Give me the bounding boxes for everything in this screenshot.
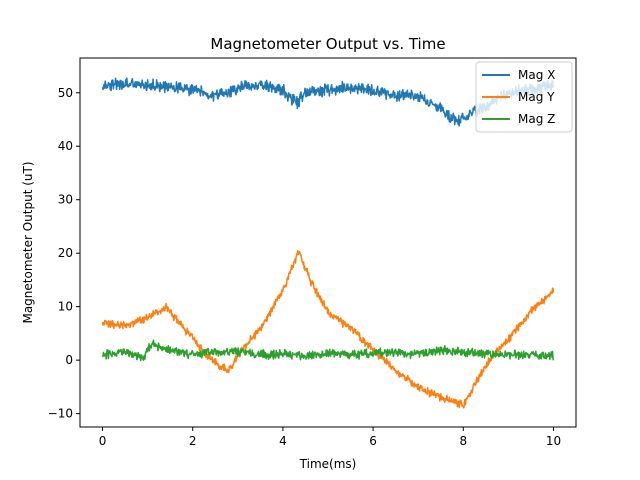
x-tick-label: 4	[279, 434, 287, 448]
series-line-mag-z	[101, 339, 555, 362]
x-axis-title: Time(ms)	[299, 457, 357, 471]
y-tick-label: 50	[58, 86, 73, 100]
x-tick-label: 2	[189, 434, 197, 448]
plot-frame	[79, 57, 577, 428]
y-tick-label: 30	[58, 193, 73, 207]
legend-box	[475, 61, 573, 133]
x-tick-label: 8	[459, 434, 467, 448]
chart-title: Magnetometer Output vs. Time	[210, 35, 445, 53]
y-tick-label: 10	[58, 300, 73, 314]
y-axis-title: Magnetometer Output (uT)	[21, 161, 35, 323]
y-tick-label: 20	[58, 246, 73, 260]
legend-label: Mag Y	[518, 90, 555, 104]
series-line-mag-y	[101, 249, 555, 409]
ticks-layer: 0 2 4 6 8 10 −10 0 10 20 30 40 50	[48, 86, 561, 448]
y-tick-label: 40	[58, 139, 73, 153]
y-tick-label: 0	[65, 353, 73, 367]
y-tick-label: −10	[48, 407, 73, 421]
legend-label: Mag X	[518, 68, 555, 82]
x-tick-label: 6	[369, 434, 377, 448]
x-tick-label: 10	[546, 434, 561, 448]
legend: Mag X Mag Y Mag Z	[475, 61, 573, 133]
x-tick-label: 0	[99, 434, 107, 448]
legend-label: Mag Z	[518, 112, 555, 126]
